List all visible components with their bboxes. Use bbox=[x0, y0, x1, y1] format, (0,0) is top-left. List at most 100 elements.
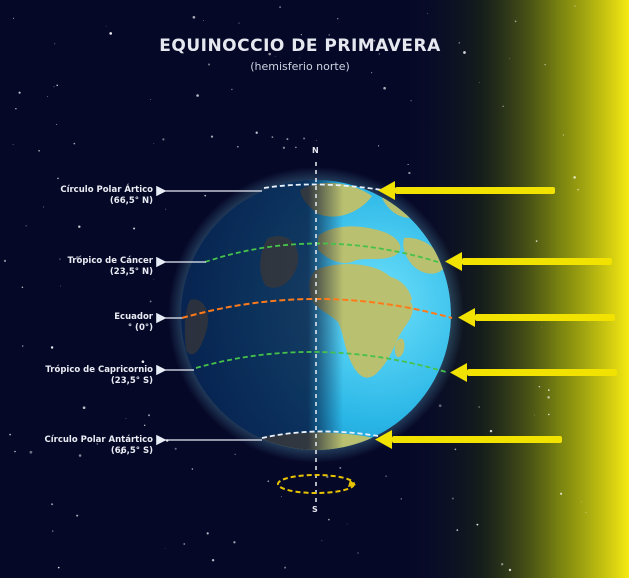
star bbox=[337, 18, 339, 20]
label-tropic-of-cancer-name: Trópico de Cáncer bbox=[67, 256, 153, 266]
star bbox=[12, 143, 14, 145]
star bbox=[53, 86, 55, 88]
star bbox=[357, 552, 359, 554]
label-antarctic-circle-value: (66,5° S) bbox=[110, 446, 153, 456]
star bbox=[204, 194, 207, 197]
label-arctic-circle: Círculo Polar Ártico (66,5° N) bbox=[3, 185, 153, 207]
star bbox=[46, 96, 48, 98]
star bbox=[72, 190, 74, 192]
star bbox=[76, 514, 79, 517]
label-equator-value: ° (0°) bbox=[127, 323, 153, 333]
star bbox=[120, 451, 123, 455]
label-tropic-of-cancer: Trópico de Cáncer (23,5° N) bbox=[3, 256, 153, 278]
label-antarctic-circle: Círculo Polar Antártico (66,5° S) bbox=[3, 435, 154, 457]
star bbox=[162, 138, 165, 141]
star bbox=[56, 124, 58, 126]
star bbox=[456, 529, 459, 531]
star bbox=[78, 454, 82, 457]
star bbox=[3, 259, 7, 262]
star bbox=[339, 466, 342, 469]
star bbox=[303, 137, 306, 140]
star bbox=[463, 51, 466, 54]
star bbox=[573, 176, 576, 179]
star bbox=[237, 146, 239, 148]
star bbox=[203, 20, 204, 21]
star bbox=[279, 6, 282, 9]
star bbox=[400, 498, 402, 500]
star bbox=[125, 418, 127, 420]
star bbox=[76, 255, 79, 259]
star bbox=[295, 146, 297, 149]
star bbox=[268, 52, 271, 56]
star bbox=[548, 413, 550, 416]
star bbox=[211, 559, 215, 562]
star bbox=[50, 346, 54, 349]
star bbox=[538, 386, 541, 388]
star bbox=[133, 227, 136, 230]
star bbox=[206, 532, 209, 535]
star bbox=[321, 540, 323, 542]
star bbox=[346, 523, 348, 525]
label-tropic-of-capricorn-name: Trópico de Capricornio bbox=[45, 365, 153, 375]
star bbox=[577, 188, 579, 191]
star bbox=[454, 448, 457, 451]
star bbox=[144, 424, 146, 426]
star bbox=[233, 541, 236, 544]
star bbox=[105, 25, 107, 27]
star bbox=[535, 240, 538, 242]
antarctic-circle-line bbox=[261, 430, 379, 439]
star bbox=[286, 138, 289, 141]
star bbox=[149, 300, 152, 303]
star bbox=[280, 496, 282, 498]
star bbox=[153, 143, 155, 144]
label-tropic-of-capricorn: Trópico de Capricornio (23,5° S) bbox=[3, 365, 153, 387]
star bbox=[478, 82, 480, 84]
star bbox=[15, 108, 17, 110]
star bbox=[52, 530, 54, 532]
star bbox=[458, 42, 461, 44]
diagram-title: EQUINOCCIO DE PRIMAVERA bbox=[159, 36, 441, 56]
star bbox=[284, 566, 287, 569]
star bbox=[585, 511, 587, 514]
star bbox=[476, 523, 479, 526]
star bbox=[255, 131, 258, 134]
label-equator-name: Ecuador bbox=[114, 312, 153, 322]
star bbox=[316, 140, 318, 141]
star bbox=[42, 206, 45, 208]
star bbox=[192, 15, 196, 19]
star bbox=[574, 5, 576, 7]
label-antarctic-circle-name: Círculo Polar Antártico bbox=[44, 435, 154, 445]
star bbox=[12, 17, 15, 19]
star bbox=[267, 480, 270, 483]
star bbox=[153, 278, 155, 280]
label-tropic-of-cancer-value: (23,5° N) bbox=[109, 267, 153, 277]
star bbox=[271, 136, 274, 139]
star bbox=[73, 142, 76, 145]
star bbox=[385, 475, 387, 477]
star bbox=[57, 177, 59, 180]
star bbox=[282, 146, 286, 149]
diagram-subtitle: (hemisferio norte) bbox=[250, 60, 350, 73]
star bbox=[373, 39, 376, 42]
star bbox=[21, 345, 24, 347]
star bbox=[371, 72, 373, 74]
star bbox=[141, 360, 145, 363]
star bbox=[54, 43, 56, 45]
stars bbox=[3, 5, 590, 572]
star bbox=[38, 149, 40, 152]
star bbox=[328, 34, 331, 36]
star bbox=[234, 453, 236, 455]
star bbox=[544, 63, 546, 66]
label-arctic-circle-value: (66,5° N) bbox=[109, 196, 153, 206]
star bbox=[196, 94, 199, 97]
star bbox=[383, 86, 386, 90]
star bbox=[96, 443, 98, 445]
star bbox=[14, 450, 16, 453]
star bbox=[410, 100, 412, 102]
tropic-of-capricorn-line bbox=[195, 351, 447, 373]
star bbox=[407, 164, 409, 165]
star bbox=[210, 135, 214, 138]
star bbox=[489, 429, 493, 433]
star bbox=[501, 563, 504, 566]
